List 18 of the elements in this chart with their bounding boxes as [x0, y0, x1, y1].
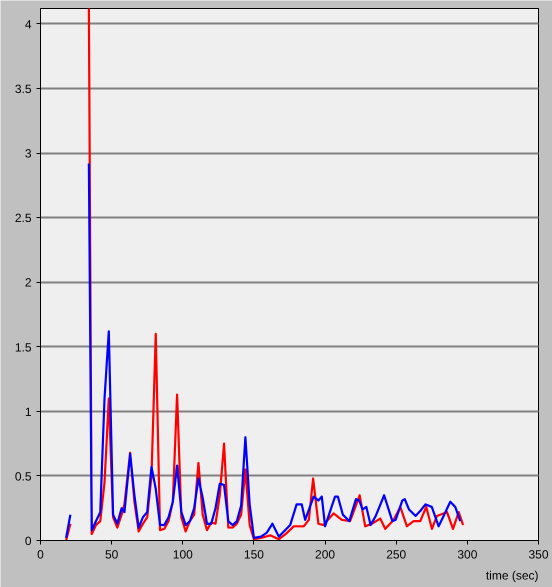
x-tick-label: 200	[315, 548, 336, 562]
y-tick-label: 2	[24, 276, 32, 290]
y-tick-label: 2.5	[14, 211, 32, 226]
x-tick-label: 350	[528, 548, 549, 562]
x-tick-label: 150	[244, 548, 264, 562]
y-tick-label: 0	[24, 534, 32, 548]
y-tick-label: 1	[24, 404, 32, 419]
x-tick-label: 0	[37, 548, 44, 562]
y-tick-label: 1.5	[14, 340, 32, 354]
x-tick-label: 300	[457, 548, 478, 562]
y-tick-label: 4	[24, 17, 32, 32]
y-tick-label: 0.5	[14, 469, 32, 484]
x-tick-label: 50	[104, 548, 119, 562]
y-tick-label: 3	[24, 146, 32, 161]
x-tick-label: 250	[386, 548, 407, 562]
x-axis-title: time (sec)	[486, 568, 539, 582]
x-tick-label: 100	[172, 548, 194, 562]
y-tick-label: 3.5	[14, 82, 32, 96]
